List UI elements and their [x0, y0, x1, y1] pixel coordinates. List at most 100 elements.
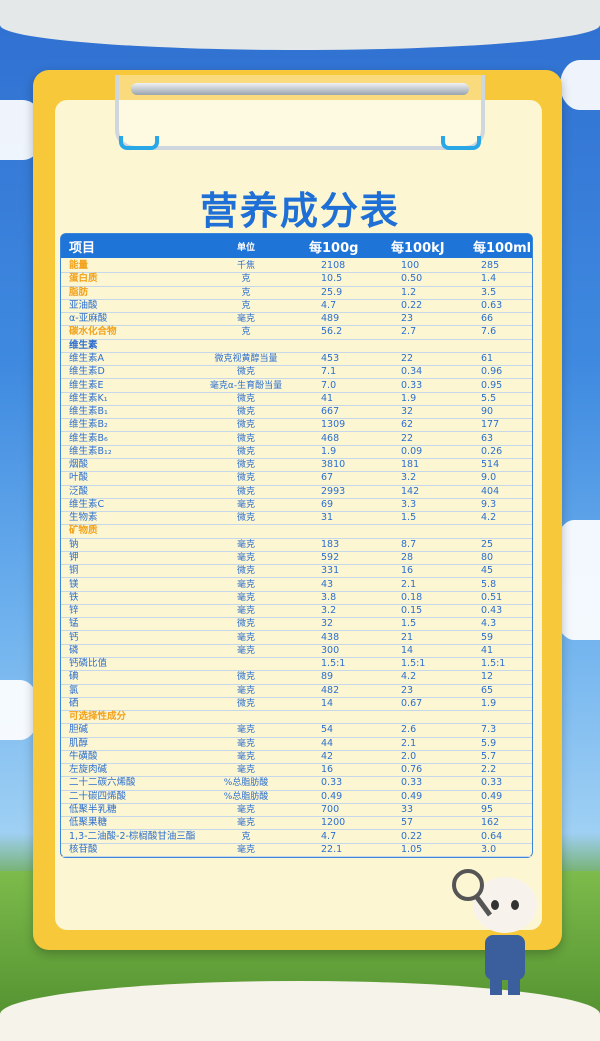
row-per-100ml: 0.43: [481, 605, 503, 617]
row-per-100g: 1.9: [321, 445, 337, 457]
row-per-100kj: 8.7: [401, 538, 417, 550]
row-per-100g: 482: [321, 684, 340, 696]
row-unit: 克: [241, 300, 251, 311]
table-row: 左旋肉碱 毫克 16 0.76 2.2: [61, 764, 532, 778]
table-row: 生物素 微克 31 1.5 4.2: [61, 512, 532, 526]
row-unit: 毫克: [236, 592, 255, 603]
row-per-100g: 7.0: [321, 379, 337, 391]
cloud: [0, 0, 600, 50]
row-per-100ml: 90: [481, 406, 494, 418]
table-row: 氯 毫克 482 23 65: [61, 685, 532, 698]
row-per-100kj: 3.3: [401, 498, 417, 510]
row-per-100kj: 14: [401, 644, 414, 656]
row-per-100g: 42: [321, 750, 334, 762]
row-name: 碘: [69, 671, 79, 683]
row-unit: 毫克: [236, 725, 255, 736]
row-name: 维生素B₂: [69, 419, 108, 431]
row-per-100kj: 0.18: [401, 591, 423, 603]
table-row: 维生素K₁ 微克 41 1.9 5.5: [61, 393, 532, 406]
table-row: 低聚果糖 毫克 1200 57 162: [61, 817, 532, 831]
row-name: 牛磺酸: [69, 750, 98, 762]
row-per-100g: 183: [321, 538, 340, 550]
row-unit: 毫克: [236, 751, 255, 762]
row-per-100kj: 181: [401, 459, 420, 471]
row-per-100kj: 23: [401, 313, 414, 325]
row-per-100ml: 5.7: [481, 750, 497, 762]
row-unit: 毫克α-生育酚当量: [209, 380, 283, 391]
row-per-100kj: 2.7: [401, 326, 417, 338]
table-row: 维生素A 微克视黄醇当量 453 22 61: [61, 352, 532, 367]
row-per-100ml: 5.8: [481, 578, 497, 590]
row-per-100kj: 57: [401, 817, 414, 829]
lamb-mascot-icon: [452, 869, 537, 995]
row-per-100g: 489: [321, 313, 340, 325]
row-name: 维生素C: [69, 498, 105, 510]
row-unit: 克: [241, 831, 251, 842]
row-name: 左旋肉碱: [69, 764, 108, 776]
table-row: 钾 毫克 592 28 80: [61, 551, 532, 566]
row-per-100kj: 1.2: [401, 286, 417, 298]
row-name: 低聚半乳糖: [69, 804, 117, 816]
header-per-100ml: 每100ml: [473, 240, 532, 256]
table-row: 维生素: [61, 340, 532, 353]
table-row: α-亚麻酸 毫克 489 23 66: [61, 313, 532, 327]
row-per-100ml: 5.5: [481, 392, 497, 404]
row-name: 镁: [69, 578, 79, 590]
row-per-100kj: 32: [401, 406, 414, 418]
row-per-100g: 468: [321, 432, 340, 444]
table-row: 钙 毫克 438 21 59: [61, 631, 532, 645]
row-per-100g: 453: [321, 352, 340, 364]
row-name: α-亚麻酸: [69, 313, 108, 325]
row-name: 泛酸: [69, 485, 89, 497]
row-name: 叶酸: [69, 472, 89, 484]
table-row: 碘 微克 89 4.2 12: [61, 671, 532, 685]
row-per-100g: 4.7: [321, 299, 337, 311]
page-title: 营养成分表: [199, 189, 400, 233]
row-unit: 微克: [236, 393, 255, 404]
row-unit: 毫克: [236, 765, 255, 776]
row-name: 生物素: [69, 512, 98, 524]
row-name: 肌醇: [69, 737, 89, 749]
row-per-100g: 32: [321, 618, 334, 630]
row-per-100kj: 100: [401, 260, 420, 272]
row-name: 维生素E: [69, 379, 104, 391]
table-row: 维生素B₆ 微克 468 22 63: [61, 432, 532, 446]
row-per-100kj: 0.67: [401, 697, 423, 709]
table-row: 亚油酸 克 4.7 0.22 0.63: [61, 299, 532, 314]
row-per-100ml: 1.9: [481, 697, 497, 709]
row-unit: 微克: [236, 486, 255, 497]
row-unit: %总脂肪酸: [223, 791, 269, 802]
row-per-100ml: 61: [481, 352, 494, 364]
row-per-100ml: 1.5:1: [481, 658, 506, 670]
row-name: 能量: [69, 260, 89, 272]
row-unit: 微克: [236, 513, 255, 524]
row-per-100ml: 404: [481, 485, 500, 497]
row-per-100kj: 28: [401, 551, 414, 563]
row-name: 可选择性成分: [69, 711, 127, 723]
table-row: 牛磺酸 毫克 42 2.0 5.7: [61, 750, 532, 765]
table-row: 可选择性成分: [61, 711, 532, 725]
row-per-100kj: 0.22: [401, 299, 423, 311]
row-per-100g: 7.1: [321, 366, 337, 378]
row-per-100ml: 3.5: [481, 286, 497, 298]
row-per-100kj: 1.05: [401, 843, 423, 855]
row-unit: 毫克: [236, 645, 255, 656]
table-row: 镁 毫克 43 2.1 5.8: [61, 578, 532, 592]
row-per-100kj: 22: [401, 352, 414, 364]
row-per-100kj: 1.5: [401, 618, 417, 630]
row-per-100ml: 66: [481, 313, 494, 325]
table-row: 维生素B₂ 微克 1309 62 177: [61, 419, 532, 433]
row-per-100g: 44: [321, 737, 334, 749]
row-per-100ml: 9.3: [481, 498, 497, 510]
row-unit: 毫克: [236, 552, 255, 563]
row-per-100ml: 514: [481, 459, 500, 471]
row-per-100g: 438: [321, 631, 340, 643]
row-per-100g: 3.2: [321, 605, 337, 617]
table-header: 项目 单位 每100g 每100kJ 每100ml: [61, 234, 532, 258]
row-unit: 克: [241, 327, 251, 338]
row-per-100g: 2993: [321, 485, 346, 497]
row-unit: 毫克: [236, 539, 255, 550]
row-per-100kj: 33: [401, 804, 414, 816]
row-unit: 毫克: [236, 632, 255, 643]
row-per-100kj: 22: [401, 432, 414, 444]
